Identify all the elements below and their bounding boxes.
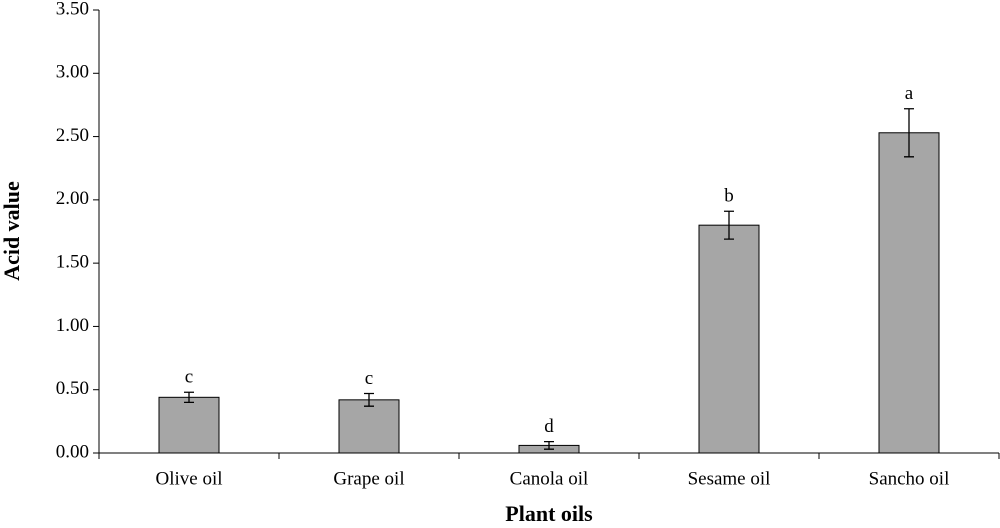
x-tick-label: Sancho oil: [869, 468, 950, 489]
error-bar: [544, 440, 554, 450]
y-tick-label: 1.00: [56, 315, 89, 336]
x-tick-label: Canola oil: [510, 468, 589, 489]
significance-letter: c: [185, 367, 193, 388]
y-axis-label: Acid value: [0, 181, 24, 281]
y-tick-label: 0.50: [56, 378, 89, 399]
x-tick-label: Grape oil: [333, 468, 404, 489]
error-bar: [364, 392, 374, 407]
error-bar: [184, 391, 194, 404]
error-bar: [724, 210, 734, 240]
x-tick-label: Sesame oil: [688, 468, 771, 489]
significance-letter: b: [724, 186, 734, 207]
x-axis-label: Plant oils: [505, 501, 593, 526]
bar: [158, 396, 220, 454]
x-tick-label: Olive oil: [155, 468, 222, 489]
y-tick-label: 3.00: [56, 62, 89, 83]
y-tick-label: 1.50: [56, 252, 89, 273]
significance-letter: a: [905, 83, 914, 104]
y-tick-label: 2.00: [56, 188, 89, 209]
y-tick-label: 0.00: [56, 441, 89, 462]
bar: [338, 399, 400, 454]
bar: [698, 224, 760, 454]
y-tick-label: 2.50: [56, 125, 89, 146]
error-bar: [904, 108, 914, 158]
y-tick-label: 3.50: [56, 0, 89, 19]
significance-letter: c: [365, 368, 373, 389]
significance-letter: d: [544, 416, 554, 437]
bar: [878, 132, 940, 454]
